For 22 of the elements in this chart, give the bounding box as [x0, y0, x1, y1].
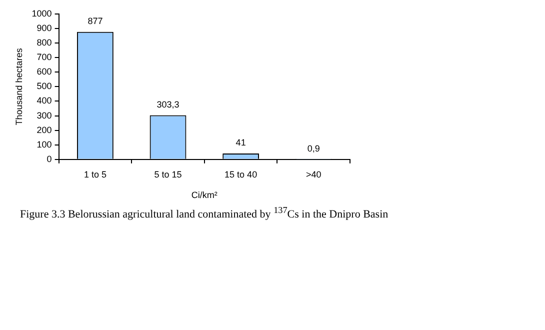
y-tick-label: 0: [46, 154, 52, 164]
data-label: 303,3: [156, 99, 180, 110]
y-tick-label: 200: [36, 124, 52, 135]
x-tick-label: 5 to 15: [154, 169, 182, 180]
y-tick-label: 600: [36, 66, 52, 77]
data-label: 0,9: [307, 143, 320, 154]
caption: Figure 3.3 Belorussian agricultural land contaminated by $^{137}$Cs in the Dnipro Basin: [20, 205, 388, 221]
data-label: 41: [236, 137, 246, 148]
y-axis-title: Thousand hectares: [14, 48, 24, 126]
x-tick-label: 15 to 40: [224, 169, 258, 180]
x-axis-title: Ci/km²: [191, 190, 218, 200]
x-tick-label: >40: [306, 169, 322, 180]
y-tick-label: 100: [36, 139, 52, 150]
x-tick-label: 1 to 5: [84, 169, 106, 180]
data-label: 877: [88, 16, 103, 26]
y-tick-label: 400: [36, 96, 52, 106]
y-tick-label: 1000: [32, 8, 52, 18]
y-tick-label: 900: [36, 23, 52, 34]
y-tick-label: 800: [36, 38, 52, 48]
y-tick-label: 700: [36, 52, 52, 62]
y-tick-label: 500: [36, 81, 52, 92]
y-tick-label: 300: [36, 110, 52, 120]
